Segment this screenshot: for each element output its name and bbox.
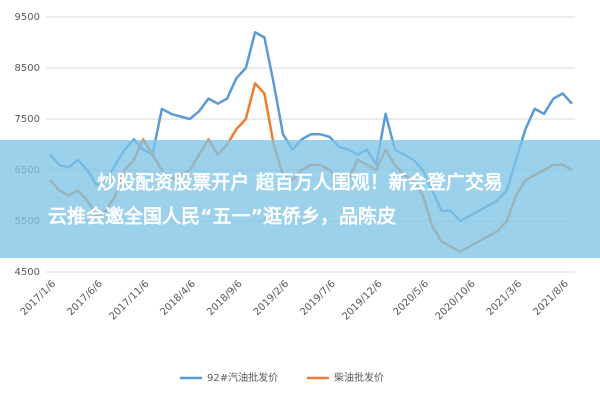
- banner: [0, 140, 600, 258]
- x-tick-label: 2018/4/6: [159, 278, 199, 318]
- x-tick-label: 2021/8/6: [531, 278, 571, 318]
- y-tick-label: 4500: [15, 267, 40, 278]
- x-tick-label: 2019/12/6: [340, 278, 384, 322]
- x-tick-label: 2017/6/6: [65, 278, 105, 318]
- y-tick-label: 7500: [15, 114, 40, 125]
- x-tick-label: 2017/1/6: [19, 278, 59, 318]
- legend-label: 柴油批发价: [334, 371, 384, 384]
- x-tick-label: 2018/9/6: [205, 278, 245, 318]
- x-tick-label: 2019/2/6: [252, 278, 292, 318]
- banner-text: 云推会邀全国人民“五一”逛侨乡，品陈皮: [48, 205, 396, 228]
- x-tick-label: 2020/5/6: [392, 278, 432, 318]
- legend-label: 92#汽油批发价: [207, 371, 278, 384]
- x-tick-label: 2017/11/6: [107, 278, 151, 322]
- y-tick-label: 9500: [15, 12, 40, 23]
- x-tick-label: 2021/3/6: [485, 278, 525, 318]
- banner-text: 炒股配资股票开户 超百万人围观！新会登广交易: [97, 171, 503, 194]
- y-tick-label: 8500: [15, 63, 40, 74]
- x-tick-label: 2020/10/6: [434, 278, 478, 322]
- x-tick-label: 2019/7/6: [298, 278, 338, 318]
